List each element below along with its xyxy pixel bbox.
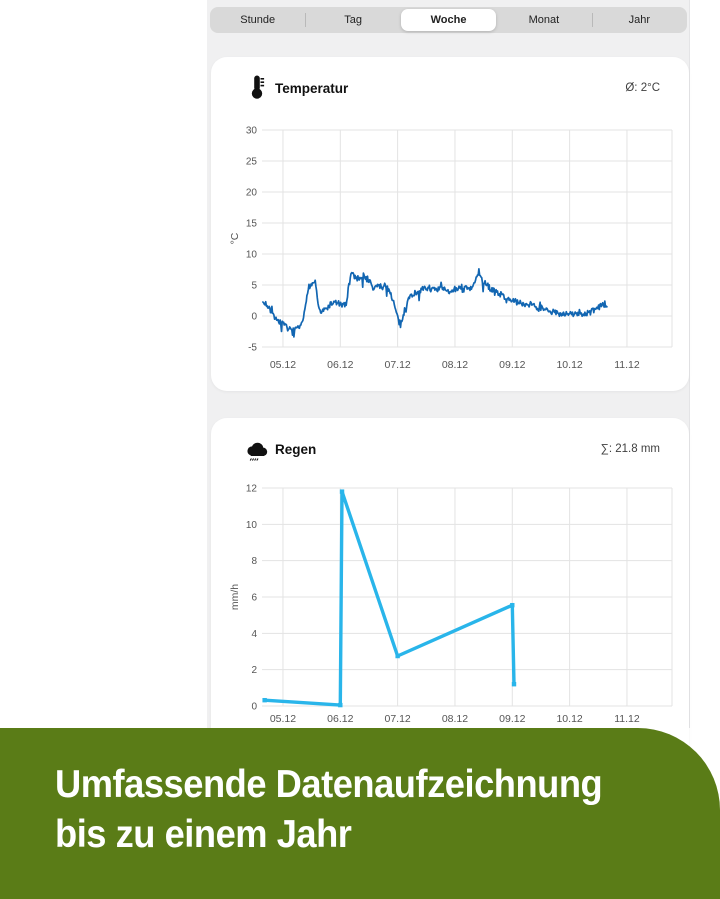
svg-text:06.12: 06.12	[327, 359, 353, 371]
rain-cloud-icon	[247, 442, 268, 461]
svg-text:12: 12	[246, 484, 258, 495]
svg-text:°C: °C	[229, 232, 241, 244]
marketing-banner: Umfassende Datenaufzeichnung bis zu eine…	[0, 728, 720, 899]
tab-jahr[interactable]: Jahr	[591, 7, 687, 33]
temperature-chart: 30 25 20 15 10 5 0 -5 05.12 06.12 07.12 08.12 09.12 1…	[229, 126, 673, 371]
svg-text:08.12: 08.12	[442, 359, 468, 371]
thermometer-icon	[251, 75, 265, 99]
svg-text:-5: -5	[248, 343, 257, 354]
tab-tag[interactable]: Tag	[305, 7, 400, 33]
temperature-average-stat: Ø: 2°C	[625, 82, 660, 94]
svg-text:30: 30	[246, 126, 258, 137]
svg-text:mm/h: mm/h	[229, 584, 241, 610]
svg-text:06.12: 06.12	[327, 713, 353, 725]
weather-app-screenshot: Stunde Tag Woche Monat Jahr Temperatur Ø…	[207, 0, 690, 760]
rain-card-title: Regen	[275, 442, 317, 457]
time-range-segmented-control: Stunde Tag Woche Monat Jahr	[210, 7, 687, 33]
svg-text:11.12: 11.12	[614, 359, 640, 371]
svg-text:08.12: 08.12	[442, 713, 468, 725]
svg-text:09.12: 09.12	[499, 359, 525, 371]
svg-text:20: 20	[246, 188, 258, 199]
svg-text:2: 2	[251, 665, 257, 676]
svg-text:0: 0	[251, 312, 257, 323]
svg-text:8: 8	[251, 556, 257, 567]
rain-chart: 12 10 8 6 4 2 0 05.12 06.12 07.12 08.12 09.12 10.12 1…	[229, 484, 673, 725]
banner-text: Umfassende Datenaufzeichnung bis zu eine…	[55, 760, 603, 860]
svg-text:10: 10	[246, 520, 258, 531]
tab-stunde[interactable]: Stunde	[240, 14, 276, 26]
tab-monat[interactable]: Monat	[528, 14, 560, 26]
temperature-card-header: Temperatur Ø: 2°C	[211, 57, 689, 113]
rain-sum-stat: ∑: 21.8 mm	[600, 443, 660, 455]
temperature-card-title: Temperatur	[275, 81, 349, 96]
svg-text:0: 0	[251, 702, 257, 713]
svg-text:15: 15	[246, 219, 258, 230]
svg-text:07.12: 07.12	[384, 359, 410, 371]
svg-text:10.12: 10.12	[556, 713, 582, 725]
svg-text:6: 6	[251, 593, 257, 604]
tab-woche[interactable]: Woche	[400, 9, 497, 31]
svg-text:10.12: 10.12	[556, 359, 582, 371]
temperature-card: Temperatur Ø: 2°C 30 25 20 15 10 5 0 -5 05.12 06.…	[211, 57, 689, 391]
svg-text:11.12: 11.12	[614, 713, 640, 725]
svg-text:07.12: 07.12	[384, 713, 410, 725]
svg-text:05.12: 05.12	[270, 713, 296, 725]
banner-line-2: bis zu einem Jahr	[55, 813, 352, 856]
svg-text:25: 25	[246, 157, 258, 168]
svg-text:09.12: 09.12	[499, 713, 525, 725]
rain-card: Regen ∑: 21.8 mm 12 10 8 6 4 2 0 05.12 06.12 07.1…	[211, 418, 689, 760]
svg-text:4: 4	[251, 629, 257, 640]
banner-line-1: Umfassende Datenaufzeichnung	[55, 763, 603, 806]
svg-text:05.12: 05.12	[270, 359, 296, 371]
rain-card-header: Regen ∑: 21.8 mm	[211, 418, 689, 474]
svg-text:5: 5	[251, 281, 257, 292]
svg-text:10: 10	[246, 250, 258, 261]
